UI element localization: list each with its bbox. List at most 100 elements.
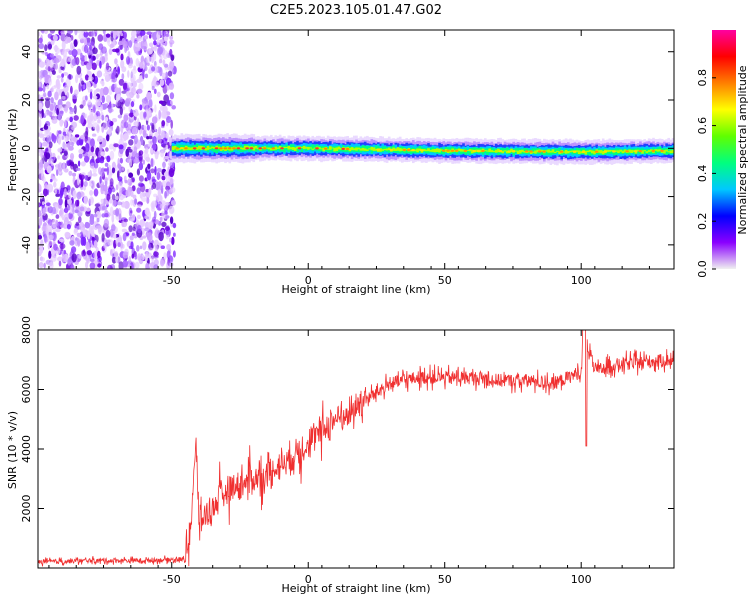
spectrogram-noise-cell	[50, 53, 55, 58]
spectrogram-noise-cell	[151, 85, 155, 91]
spectrogram-noise-cell	[68, 212, 73, 220]
spectrogram-noise-cell	[92, 213, 98, 218]
colorbar-label: Normalized spectral amplitude	[736, 65, 749, 234]
spectrogram-noise-cell	[103, 242, 107, 249]
spectrogram-noise-cell	[72, 136, 78, 142]
spectrogram-noise-cell	[168, 129, 174, 136]
spectrogram-band-cell	[665, 148, 668, 155]
spectrogram-band-cell	[311, 148, 315, 150]
spectrogram-band-cell	[287, 145, 291, 150]
spectrogram-noise-cell	[48, 141, 53, 149]
spectrogram-noise-cell	[168, 136, 173, 143]
spectrogram-noise-cell	[104, 162, 109, 167]
spectrogram-noise-cell	[153, 193, 158, 198]
spectrogram-noise-cell	[96, 116, 102, 120]
spectrogram-noise-cell	[109, 206, 114, 216]
spectrogram-noise-cell	[150, 168, 155, 174]
spectrogram-band-cell	[623, 149, 627, 153]
spectrogram-noise-cell	[90, 146, 95, 153]
spectrogram-band-cell	[396, 147, 400, 151]
spectrogram-noise-cell	[169, 237, 172, 243]
spectrogram-band-cell	[667, 151, 670, 153]
spectrogram-noise-cell	[161, 30, 167, 37]
spectrogram-noise-cell	[83, 251, 86, 256]
spectrogram-noise-cell	[86, 81, 91, 90]
spectrogram-noise-cell	[38, 225, 41, 229]
spectrogram-noise-cell	[54, 63, 58, 70]
spectrogram-band-cell	[283, 146, 286, 149]
spectrogram-band-cell	[339, 147, 343, 150]
spectrogram-noise-cell	[47, 219, 53, 227]
spectrogram-band-cell	[586, 149, 590, 155]
spectrogram-noise-cell	[161, 221, 167, 227]
spectrogram-noise-cell	[46, 111, 53, 116]
spectrogram-noise-cell	[123, 135, 127, 142]
spectrogram-noise-cell	[145, 262, 150, 269]
spectrogram-peak-cell	[559, 150, 564, 153]
spectrogram-noise-cell	[97, 34, 104, 42]
spectrogram-band-cell	[571, 150, 574, 152]
spectrogram-noise-cell	[115, 195, 119, 200]
spectrogram-noise-cell	[164, 226, 170, 232]
spectrogram-noise-cell	[52, 219, 57, 229]
spectrogram-band-cell	[283, 145, 286, 153]
spectrogram-noise-cell	[73, 105, 77, 115]
spectrogram-noise-cell	[107, 38, 111, 46]
colorbar-gradient	[712, 30, 736, 269]
spectrogram-noise-cell	[89, 218, 95, 225]
spectrogram-noise-cell	[114, 58, 118, 65]
spectrogram-band-cell	[254, 146, 258, 149]
spectrogram-noise-cell	[76, 191, 82, 200]
spectrogram-band-cell	[431, 149, 435, 152]
spectrogram-peak-cell	[262, 147, 267, 150]
spectrogram-noise-cell	[48, 77, 52, 86]
spectrogram-noise-cell	[61, 58, 65, 67]
spectrogram-band-cell	[643, 149, 646, 154]
spectrogram-band-cell	[322, 147, 325, 152]
spectrogram-noise-cell	[107, 128, 112, 135]
spectrogram-noise-cell	[111, 199, 117, 207]
spectrogram-noise-cell	[123, 121, 129, 129]
spectrogram-noise-cell	[76, 232, 81, 238]
spectrogram-band-cell	[466, 149, 470, 154]
spectrogram-noise-cell	[47, 66, 51, 72]
spectrogram-noise-cell	[119, 241, 124, 249]
spectrogram-noise-cell	[159, 100, 164, 104]
spectrogram-peak-cell	[236, 147, 241, 150]
spectrogram-band-cell	[405, 149, 408, 151]
spectrogram-noise-cell	[91, 173, 98, 177]
spectrogram-band-cell	[436, 148, 439, 152]
spectrogram-noise-cell	[108, 48, 113, 55]
spectrogram-peak-cell	[638, 150, 642, 153]
spectrogram-noise-cell	[123, 114, 129, 122]
spectrogram-noise-cell	[148, 42, 154, 48]
spectrogram-band-cell	[401, 148, 404, 151]
spectrogram-noise-cell	[60, 77, 64, 83]
spectrogram-noise-cell	[137, 253, 142, 261]
spectrogram-noise-cell	[117, 66, 120, 75]
spectrogram-band-cell	[527, 150, 531, 153]
spectrogram-noise-cell	[171, 236, 175, 246]
spectrogram-noise-cell	[47, 33, 53, 39]
spectrogram-noise-cell	[165, 202, 170, 206]
spectrogram-noise-cell	[134, 198, 138, 205]
spectrogram-band-cell	[331, 147, 334, 149]
colorbar-tick-label: 0.2	[696, 212, 709, 230]
spectrogram-band-cell	[171, 146, 175, 151]
spectrogram-peak-cell	[341, 147, 346, 150]
spectrogram-noise-cell	[85, 258, 90, 262]
spectrogram-band-cell	[462, 149, 465, 152]
spectrogram-band-cell	[394, 148, 398, 151]
spectrogram-noise-cell	[71, 58, 77, 66]
spectrogram-band-cell	[610, 150, 614, 152]
spectrogram-band-cell	[490, 150, 494, 153]
spectrogram-noise-cell	[151, 66, 156, 72]
spectrogram-noise-cell	[148, 187, 152, 195]
spectrogram-noise-cell	[128, 112, 135, 118]
spectrogram-noise-cell	[153, 46, 157, 52]
spectrogram-band-cell	[344, 147, 347, 151]
spectrogram-band-cell	[305, 147, 308, 151]
spectrogram-band-cell	[433, 149, 437, 153]
spectrogram-noise-cell	[44, 44, 48, 52]
spectrogram-band-cell	[479, 149, 483, 153]
